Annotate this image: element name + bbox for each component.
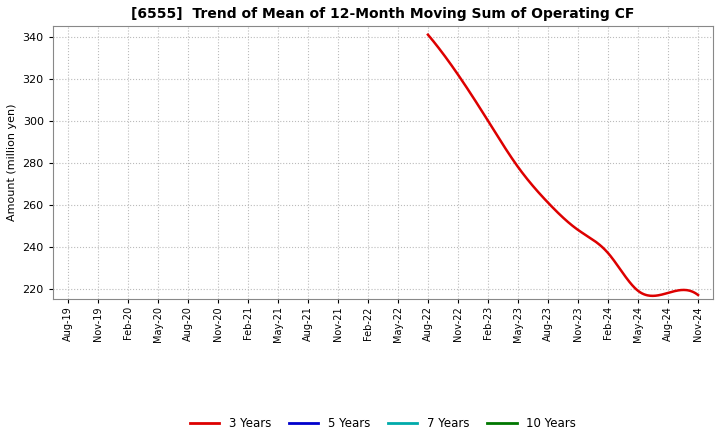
- Y-axis label: Amount (million yen): Amount (million yen): [7, 104, 17, 221]
- Title: [6555]  Trend of Mean of 12-Month Moving Sum of Operating CF: [6555] Trend of Mean of 12-Month Moving …: [131, 7, 634, 21]
- Legend: 3 Years, 5 Years, 7 Years, 10 Years: 3 Years, 5 Years, 7 Years, 10 Years: [185, 413, 581, 435]
